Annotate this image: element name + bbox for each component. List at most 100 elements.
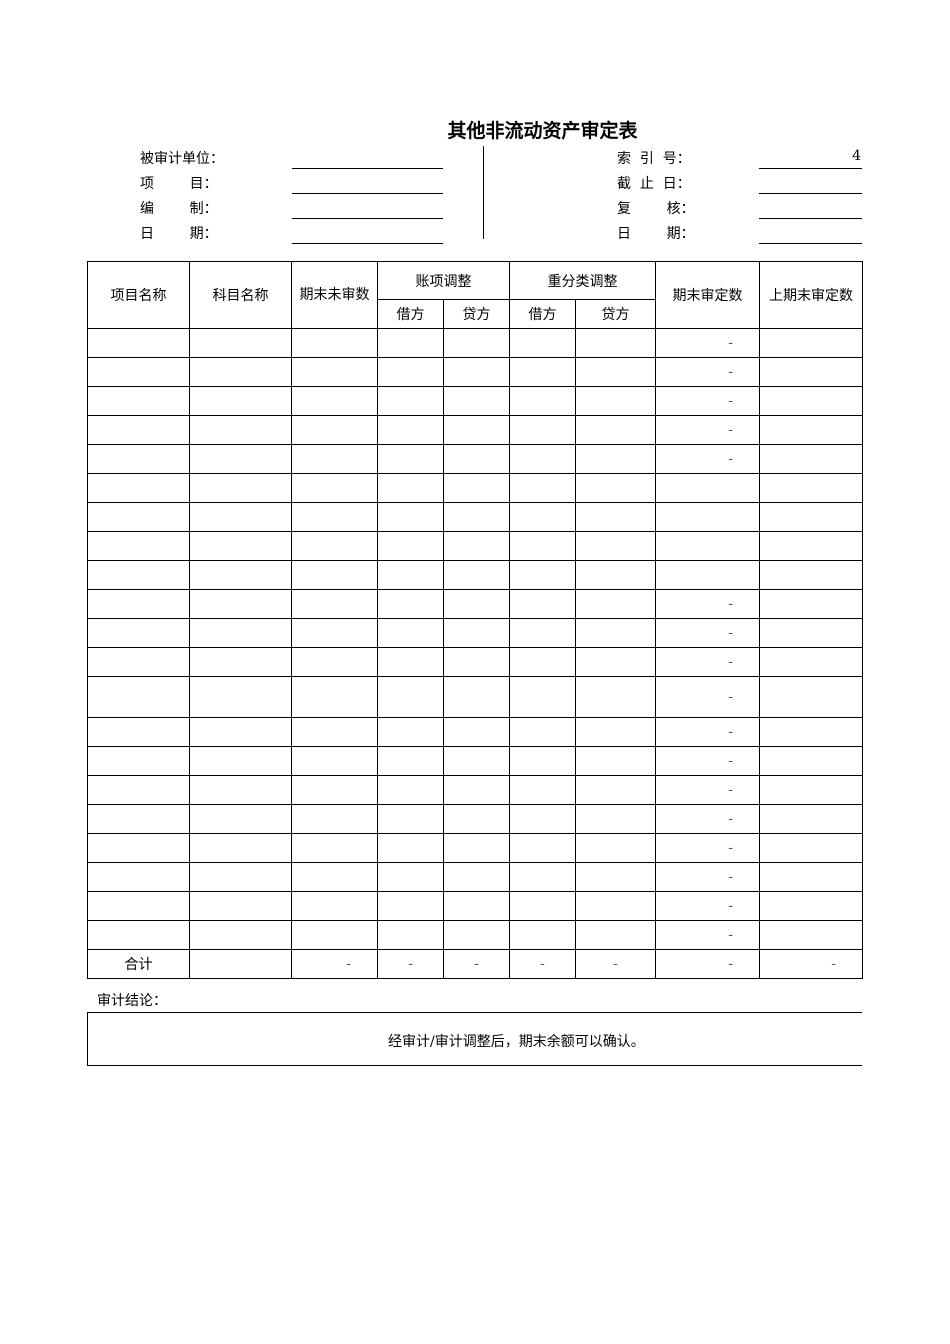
table-cell[interactable] xyxy=(443,328,510,358)
table-cell[interactable] xyxy=(443,676,510,718)
table-cell[interactable] xyxy=(443,386,510,416)
table-cell[interactable] xyxy=(509,531,576,561)
table-cell[interactable] xyxy=(759,676,863,718)
table-cell[interactable] xyxy=(509,775,576,805)
table-cell[interactable] xyxy=(87,920,190,950)
table-cell[interactable] xyxy=(377,531,444,561)
table-cell[interactable] xyxy=(189,502,292,532)
table-cell[interactable]: - xyxy=(655,891,760,921)
table-cell[interactable] xyxy=(575,328,656,358)
table-cell[interactable] xyxy=(291,804,378,834)
table-cell[interactable] xyxy=(509,328,576,358)
meta-field[interactable] xyxy=(292,168,443,169)
table-cell[interactable] xyxy=(87,746,190,776)
table-cell[interactable] xyxy=(291,328,378,358)
table-cell[interactable] xyxy=(291,647,378,677)
table-cell[interactable]: - xyxy=(655,589,760,619)
table-cell[interactable] xyxy=(443,647,510,677)
table-cell[interactable]: - xyxy=(655,444,760,474)
table-cell[interactable] xyxy=(509,647,576,677)
table-cell[interactable] xyxy=(759,717,863,747)
table-cell[interactable] xyxy=(189,717,292,747)
table-cell[interactable] xyxy=(377,891,444,921)
table-cell[interactable] xyxy=(443,891,510,921)
table-cell[interactable] xyxy=(377,775,444,805)
table-cell[interactable] xyxy=(575,473,656,503)
table-cell[interactable] xyxy=(509,862,576,892)
table-cell[interactable] xyxy=(189,328,292,358)
meta-field[interactable] xyxy=(759,218,862,219)
table-cell[interactable] xyxy=(759,618,863,648)
table-cell[interactable] xyxy=(443,920,510,950)
table-cell[interactable] xyxy=(655,560,760,590)
table-cell[interactable] xyxy=(509,676,576,718)
table-cell[interactable] xyxy=(189,386,292,416)
table-cell[interactable] xyxy=(443,746,510,776)
table-cell[interactable] xyxy=(291,746,378,776)
table-cell[interactable] xyxy=(509,386,576,416)
table-cell[interactable]: - xyxy=(655,647,760,677)
table-cell[interactable] xyxy=(575,357,656,387)
table-cell[interactable] xyxy=(759,357,863,387)
table-cell[interactable] xyxy=(575,891,656,921)
table-cell[interactable] xyxy=(189,415,292,445)
table-cell[interactable] xyxy=(509,804,576,834)
table-cell[interactable] xyxy=(759,862,863,892)
table-cell[interactable] xyxy=(759,502,863,532)
table-cell[interactable]: - xyxy=(655,717,760,747)
table-cell[interactable] xyxy=(575,386,656,416)
table-cell[interactable] xyxy=(443,862,510,892)
table-cell[interactable]: - xyxy=(655,746,760,776)
table-cell[interactable] xyxy=(443,444,510,474)
table-cell[interactable] xyxy=(377,647,444,677)
table-cell[interactable] xyxy=(759,386,863,416)
table-cell[interactable] xyxy=(509,415,576,445)
table-cell[interactable]: - xyxy=(655,920,760,950)
table-cell[interactable] xyxy=(189,676,292,718)
table-cell[interactable] xyxy=(443,833,510,863)
table-cell[interactable] xyxy=(87,717,190,747)
table-cell[interactable] xyxy=(759,560,863,590)
table-cell[interactable] xyxy=(575,502,656,532)
table-cell[interactable] xyxy=(575,589,656,619)
table-cell[interactable] xyxy=(291,473,378,503)
table-cell[interactable] xyxy=(189,920,292,950)
table-cell[interactable] xyxy=(189,862,292,892)
meta-field[interactable] xyxy=(759,193,862,194)
table-cell[interactable]: - xyxy=(655,775,760,805)
table-cell[interactable] xyxy=(443,618,510,648)
table-cell[interactable] xyxy=(87,531,190,561)
table-cell[interactable] xyxy=(87,804,190,834)
table-cell[interactable] xyxy=(87,647,190,677)
table-cell[interactable] xyxy=(509,560,576,590)
table-cell[interactable] xyxy=(443,531,510,561)
table-cell[interactable] xyxy=(759,775,863,805)
table-cell[interactable] xyxy=(87,415,190,445)
table-cell[interactable] xyxy=(759,531,863,561)
table-cell[interactable] xyxy=(655,531,760,561)
table-cell[interactable] xyxy=(443,589,510,619)
table-cell[interactable] xyxy=(291,676,378,718)
table-cell[interactable] xyxy=(377,386,444,416)
table-cell[interactable] xyxy=(87,444,190,474)
table-cell[interactable]: - xyxy=(655,804,760,834)
table-cell[interactable] xyxy=(189,618,292,648)
table-cell[interactable] xyxy=(509,502,576,532)
table-cell[interactable] xyxy=(189,357,292,387)
table-cell[interactable] xyxy=(291,560,378,590)
table-cell[interactable] xyxy=(377,618,444,648)
table-cell[interactable] xyxy=(575,560,656,590)
table-cell[interactable] xyxy=(291,444,378,474)
table-cell[interactable] xyxy=(87,775,190,805)
table-cell[interactable] xyxy=(87,502,190,532)
table-cell[interactable] xyxy=(443,357,510,387)
table-cell[interactable] xyxy=(87,473,190,503)
table-cell[interactable] xyxy=(291,775,378,805)
table-cell[interactable] xyxy=(87,618,190,648)
table-cell[interactable] xyxy=(377,862,444,892)
table-cell[interactable]: - xyxy=(655,415,760,445)
table-cell[interactable] xyxy=(87,891,190,921)
table-cell[interactable] xyxy=(575,833,656,863)
table-cell[interactable] xyxy=(377,357,444,387)
table-cell[interactable] xyxy=(291,862,378,892)
